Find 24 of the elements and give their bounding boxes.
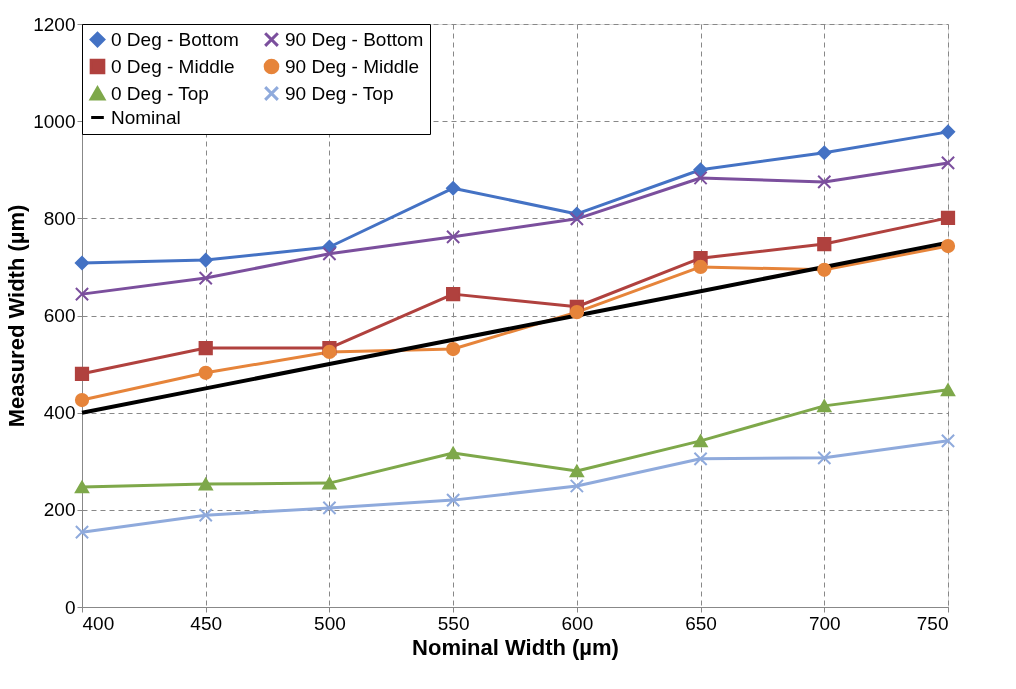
x-tick-label: 550 [437,612,470,634]
y-axis-title: Measured Width (µm) [4,204,30,428]
legend-label: 90 Deg - Top [285,82,394,104]
x-tick-label: 400 [82,612,115,634]
legend-label: Nominal [111,106,181,128]
y-tick-label: 400 [43,402,76,424]
x-tick-label: 650 [685,612,717,634]
x-tick-label: 600 [561,612,594,634]
x-tick-label: 700 [808,612,841,634]
legend-label: 90 Deg - Bottom [285,28,424,50]
y-tick-label: 200 [43,499,76,521]
x-axis-title: Nominal Width (µm) [412,634,619,660]
x-tick-label: 450 [190,612,223,634]
legend-label: 90 Deg - Middle [285,55,420,77]
y-tick-label: 0 [64,596,76,618]
legend-label: 0 Deg - Bottom [111,28,239,50]
legend-label: 0 Deg - Top [111,82,209,104]
y-tick-label: 1000 [33,110,76,132]
x-tick-label: 500 [314,612,346,634]
y-tick-label: 600 [43,305,76,326]
x-tick-label: 750 [916,612,949,634]
y-tick-label: 1200 [33,13,76,35]
legend-label: 0 Deg - Middle [111,55,235,77]
y-tick-label: 800 [43,207,76,229]
